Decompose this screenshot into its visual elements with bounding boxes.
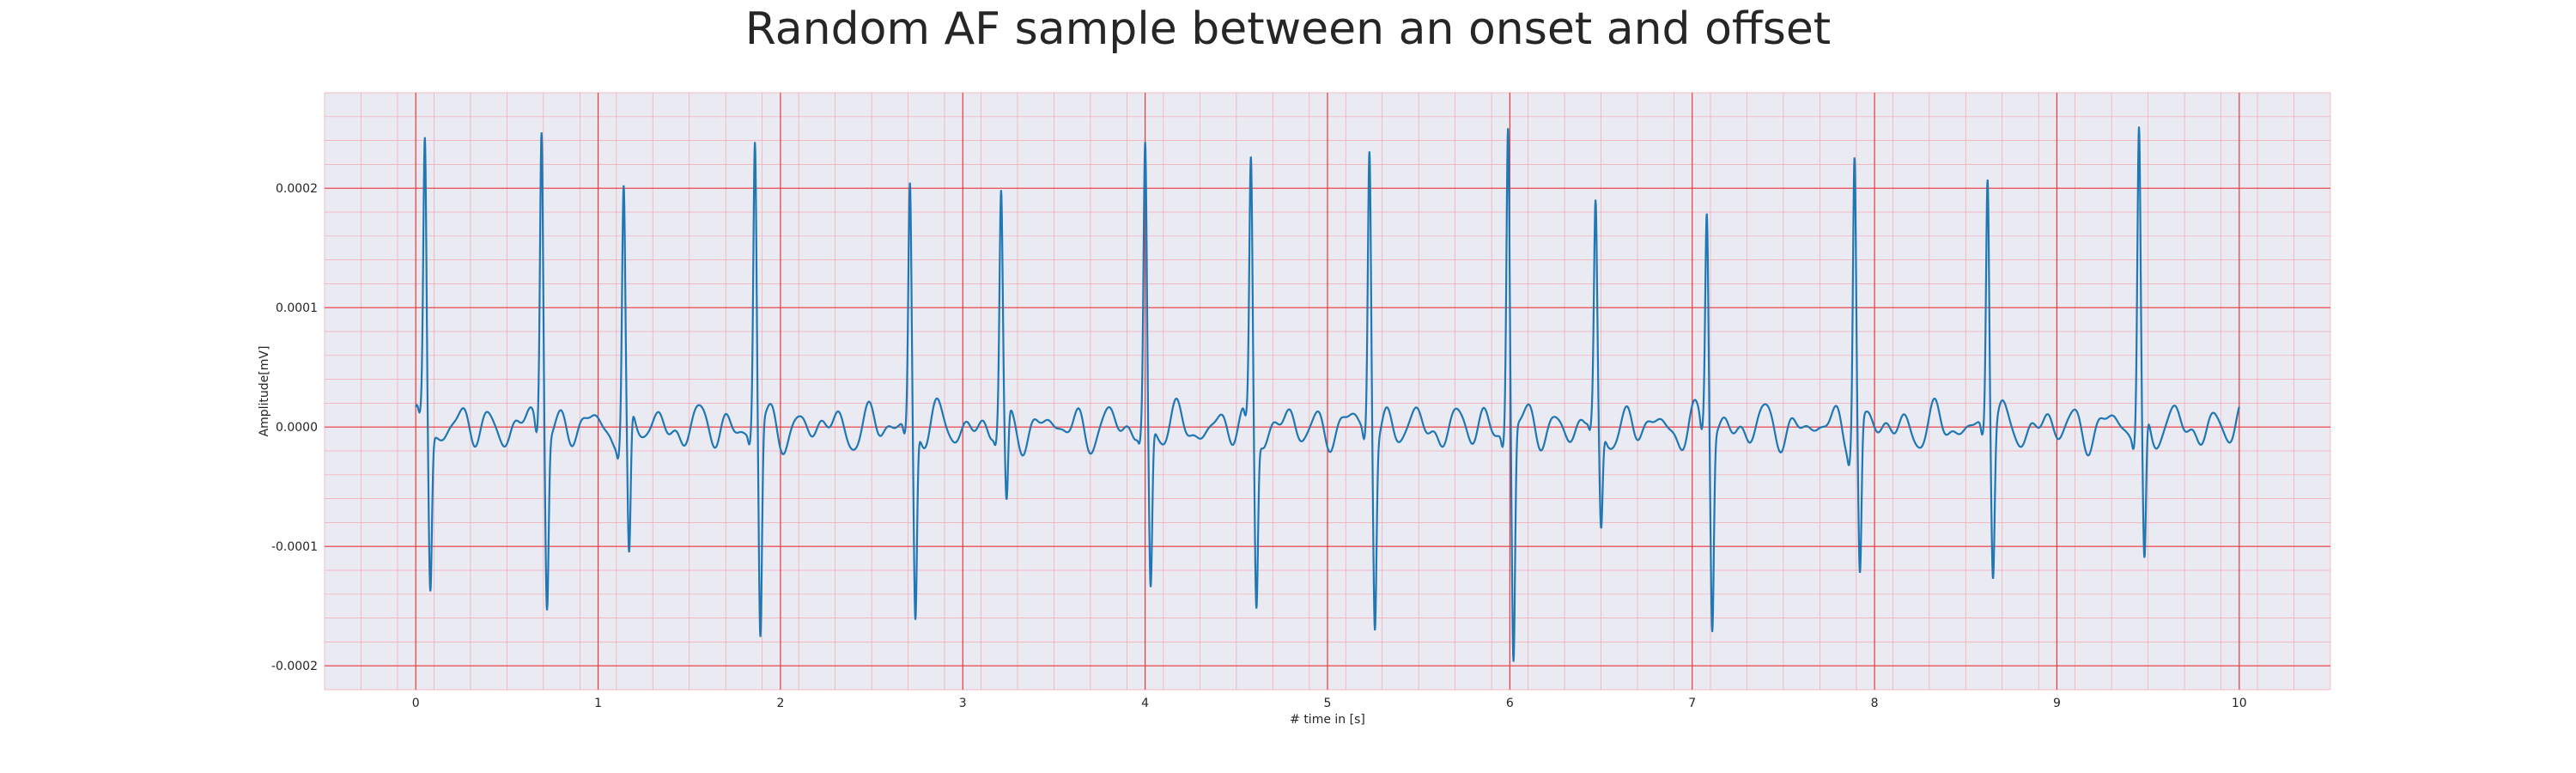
x-tick-label: 9 bbox=[2053, 697, 2061, 710]
y-tick-label: 0.0001 bbox=[276, 301, 318, 315]
chart-title: Random AF sample between an onset and of… bbox=[744, 3, 1832, 55]
x-tick-label: 5 bbox=[1324, 697, 1332, 710]
y-axis-label: Amplitude[mV] bbox=[258, 346, 271, 437]
x-tick-label: 1 bbox=[594, 697, 602, 710]
x-tick-label: 2 bbox=[776, 697, 784, 710]
x-axis-label: # time in [s] bbox=[1290, 713, 1365, 727]
x-tick-label: 0 bbox=[412, 697, 420, 710]
x-axis-ticks: 0 1 2 3 4 5 6 7 8 9 10 bbox=[412, 697, 2247, 710]
y-tick-label: 0.0000 bbox=[276, 421, 318, 435]
ecg-signal-line bbox=[415, 126, 2240, 662]
y-tick-label: -0.0002 bbox=[271, 660, 318, 673]
major-grid bbox=[325, 93, 2330, 690]
x-tick-label: 7 bbox=[1688, 697, 1696, 710]
x-tick-label: 3 bbox=[959, 697, 967, 710]
x-tick-label: 10 bbox=[2232, 697, 2247, 710]
x-tick-label: 6 bbox=[1506, 697, 1514, 710]
x-tick-label: 4 bbox=[1141, 697, 1149, 710]
x-tick-label: 8 bbox=[1871, 697, 1879, 710]
y-tick-label: -0.0001 bbox=[271, 540, 318, 554]
y-tick-label: 0.0002 bbox=[276, 182, 318, 196]
y-axis-ticks: -0.0002 -0.0001 0.0000 0.0001 0.0002 bbox=[271, 182, 318, 673]
